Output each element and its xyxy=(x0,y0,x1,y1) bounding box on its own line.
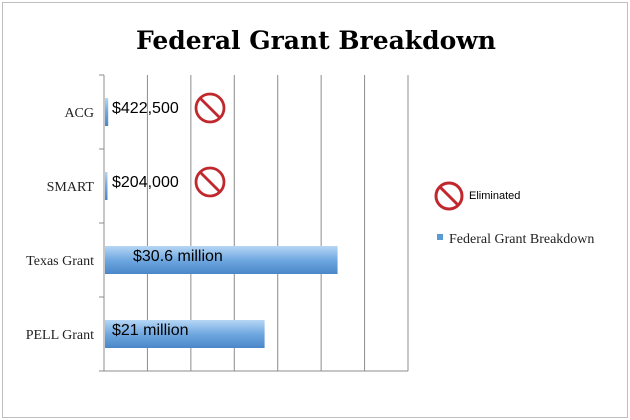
eliminated-markers xyxy=(194,92,226,198)
bar-chart: Federal Grant Breakdown ACG SMART Texas Gr… xyxy=(26,26,594,372)
category-label: SMART xyxy=(47,180,95,195)
chart-title: Federal Grant Breakdown xyxy=(136,26,496,55)
bar xyxy=(105,246,338,274)
prohibited-icon xyxy=(194,92,226,124)
axes xyxy=(99,74,408,372)
data-label: $30.6 million xyxy=(133,248,223,265)
category-label: PELL Grant xyxy=(26,328,94,343)
category-label: ACG xyxy=(64,106,94,121)
legend: Eliminated Federal Grant Breakdown xyxy=(434,181,594,247)
data-labels: $422,500 $204,000 $30.6 million $21 million xyxy=(112,100,223,339)
prohibited-icon xyxy=(434,181,464,211)
legend-label-eliminated: Eliminated xyxy=(469,190,520,202)
data-label: $422,500 xyxy=(112,100,179,117)
data-label: $21 million xyxy=(112,322,188,339)
legend-label-series: Federal Grant Breakdown xyxy=(449,232,594,247)
bar xyxy=(105,172,108,200)
bars xyxy=(105,98,338,348)
bar xyxy=(105,98,109,126)
bar xyxy=(105,320,265,348)
legend-swatch-series xyxy=(437,234,443,240)
data-label: $204,000 xyxy=(112,174,179,191)
prohibited-icon xyxy=(194,166,226,198)
category-label: Texas Grant xyxy=(26,254,94,269)
category-labels: ACG SMART Texas Grant PELL Grant xyxy=(26,106,95,343)
gridlines xyxy=(146,75,409,371)
